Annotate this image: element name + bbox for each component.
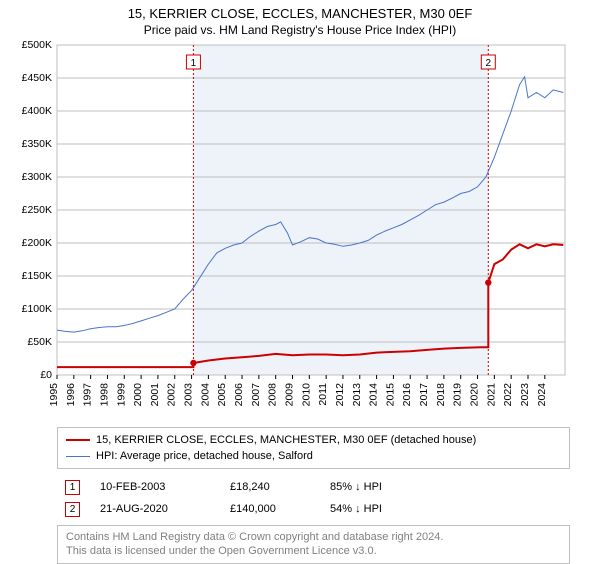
- legend-swatch: [66, 439, 90, 441]
- svg-text:2010: 2010: [300, 383, 312, 407]
- svg-text:2009: 2009: [283, 383, 295, 407]
- svg-text:£150K: £150K: [22, 270, 52, 282]
- transaction-pct: 85% ↓ HPI: [330, 481, 470, 493]
- svg-text:£200K: £200K: [22, 237, 52, 249]
- svg-text:1997: 1997: [82, 383, 94, 407]
- page-subtitle: Price paid vs. HM Land Registry's House …: [0, 23, 600, 37]
- legend-item: 15, KERRIER CLOSE, ECCLES, MANCHESTER, M…: [66, 432, 561, 448]
- svg-text:2005: 2005: [216, 383, 228, 407]
- svg-text:2000: 2000: [132, 383, 144, 407]
- transactions-table: 1 10-FEB-2003£18,24085% ↓ HPI 2 21-AUG-2020…: [57, 474, 570, 520]
- svg-text:£250K: £250K: [22, 204, 52, 216]
- svg-text:1998: 1998: [98, 383, 110, 407]
- svg-text:£500K: £500K: [22, 39, 52, 51]
- svg-text:2: 2: [486, 58, 492, 69]
- svg-text:£400K: £400K: [22, 105, 52, 117]
- svg-text:2001: 2001: [149, 383, 161, 407]
- transaction-price: £18,240: [230, 481, 330, 493]
- transaction-pct: 54% ↓ HPI: [330, 503, 470, 515]
- transaction-row: 1 10-FEB-2003£18,24085% ↓ HPI: [65, 476, 562, 498]
- svg-text:1999: 1999: [115, 383, 127, 407]
- svg-text:2006: 2006: [233, 383, 245, 407]
- svg-text:2021: 2021: [485, 383, 497, 407]
- svg-text:2015: 2015: [384, 383, 396, 407]
- svg-text:2013: 2013: [351, 383, 363, 407]
- legend-swatch: [66, 456, 90, 457]
- svg-text:2011: 2011: [317, 383, 329, 406]
- legend-item: HPI: Average price, detached house, Salf…: [66, 448, 561, 464]
- svg-text:1995: 1995: [48, 383, 60, 407]
- legend: 15, KERRIER CLOSE, ECCLES, MANCHESTER, M…: [57, 427, 570, 469]
- svg-text:2007: 2007: [250, 383, 262, 407]
- svg-text:2003: 2003: [183, 383, 195, 407]
- svg-text:£450K: £450K: [22, 72, 52, 84]
- svg-text:2017: 2017: [418, 383, 430, 407]
- copyright-line: This data is licensed under the Open Gov…: [66, 544, 561, 558]
- svg-text:£0: £0: [40, 369, 52, 381]
- svg-text:2016: 2016: [401, 383, 413, 407]
- legend-label: HPI: Average price, detached house, Salf…: [96, 450, 313, 462]
- price-chart: £0 £50K £100K £150K £200K £250K £300K £350K £400…: [10, 37, 570, 422]
- svg-text:2018: 2018: [435, 383, 447, 407]
- transaction-marker: 2: [65, 502, 80, 517]
- transaction-date: 10-FEB-2003: [100, 481, 230, 493]
- transaction-price: £140,000: [230, 503, 330, 515]
- svg-text:1996: 1996: [65, 383, 77, 407]
- svg-text:2012: 2012: [334, 383, 346, 407]
- copyright-notice: Contains HM Land Registry data © Crown c…: [57, 525, 570, 564]
- svg-text:2019: 2019: [452, 383, 464, 407]
- svg-text:£350K: £350K: [22, 138, 52, 150]
- svg-text:2014: 2014: [368, 383, 380, 407]
- svg-text:£100K: £100K: [22, 303, 52, 315]
- transaction-marker: 1: [65, 480, 80, 495]
- svg-text:2023: 2023: [519, 383, 531, 407]
- copyright-line: Contains HM Land Registry data © Crown c…: [66, 530, 561, 544]
- svg-text:£300K: £300K: [22, 171, 52, 183]
- svg-text:1: 1: [191, 58, 197, 69]
- transaction-row: 2 21-AUG-2020£140,00054% ↓ HPI: [65, 498, 562, 520]
- svg-text:2022: 2022: [502, 383, 514, 407]
- svg-text:2020: 2020: [469, 383, 481, 407]
- svg-text:£50K: £50K: [27, 336, 52, 348]
- svg-text:2004: 2004: [199, 383, 211, 407]
- page-title: 15, KERRIER CLOSE, ECCLES, MANCHESTER, M…: [0, 6, 600, 21]
- svg-text:2002: 2002: [166, 383, 178, 407]
- legend-label: 15, KERRIER CLOSE, ECCLES, MANCHESTER, M…: [96, 434, 476, 446]
- svg-text:2008: 2008: [267, 383, 279, 407]
- svg-text:2024: 2024: [536, 383, 548, 407]
- transaction-date: 21-AUG-2020: [100, 503, 230, 515]
